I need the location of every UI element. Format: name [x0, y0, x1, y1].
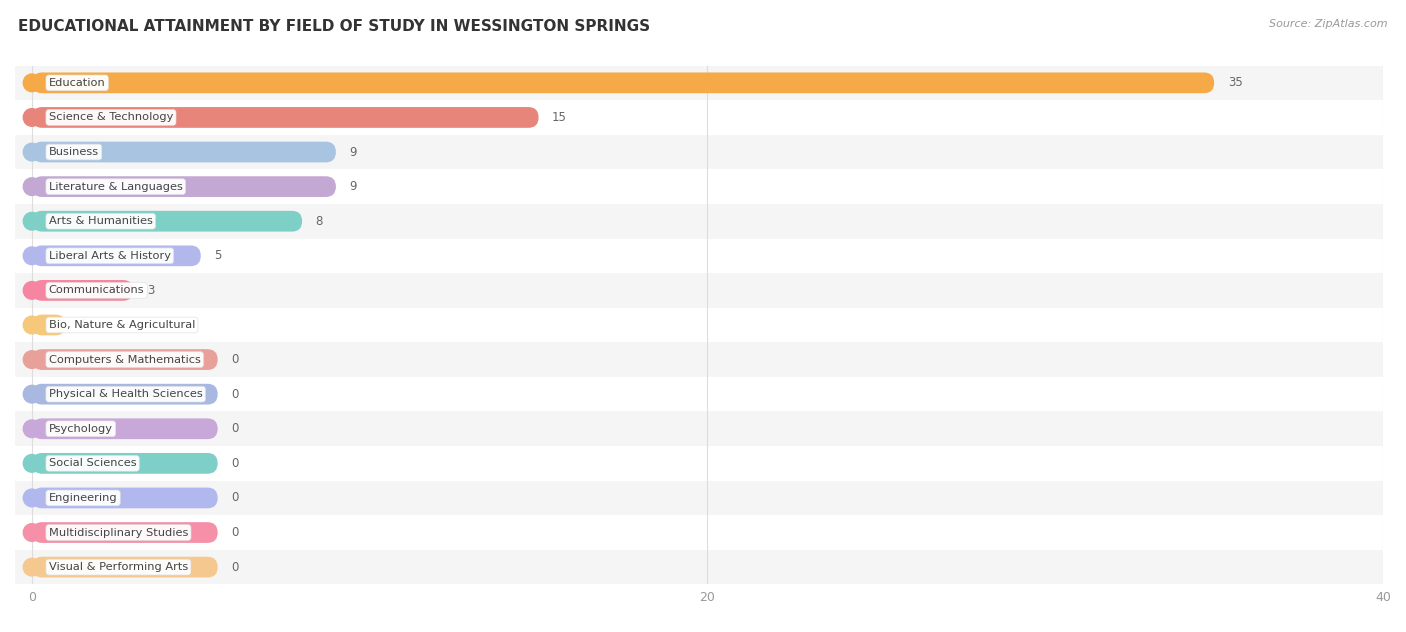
Bar — [15, 66, 1384, 100]
Text: Social Sciences: Social Sciences — [49, 458, 136, 468]
Circle shape — [24, 282, 41, 299]
Text: Engineering: Engineering — [49, 493, 118, 503]
Text: Source: ZipAtlas.com: Source: ZipAtlas.com — [1270, 19, 1388, 29]
Bar — [15, 446, 1384, 481]
Circle shape — [24, 558, 41, 576]
Text: 9: 9 — [350, 180, 357, 193]
Text: Liberal Arts & History: Liberal Arts & History — [49, 251, 170, 261]
Circle shape — [24, 316, 41, 334]
Text: 0: 0 — [231, 457, 239, 470]
Circle shape — [24, 212, 41, 230]
Text: Bio, Nature & Agricultural: Bio, Nature & Agricultural — [49, 320, 195, 330]
Text: Education: Education — [49, 78, 105, 88]
Bar — [15, 515, 1384, 550]
Text: EDUCATIONAL ATTAINMENT BY FIELD OF STUDY IN WESSINGTON SPRINGS: EDUCATIONAL ATTAINMENT BY FIELD OF STUDY… — [18, 19, 651, 34]
Text: Arts & Humanities: Arts & Humanities — [49, 216, 153, 226]
Bar — [15, 411, 1384, 446]
Text: Psychology: Psychology — [49, 424, 112, 434]
Bar — [15, 273, 1384, 308]
Circle shape — [24, 247, 41, 265]
Text: 1: 1 — [79, 319, 87, 332]
FancyBboxPatch shape — [32, 245, 201, 266]
Text: 35: 35 — [1227, 76, 1243, 89]
Bar — [15, 550, 1384, 585]
Text: 0: 0 — [231, 526, 239, 539]
Text: 3: 3 — [146, 284, 155, 297]
Bar — [15, 481, 1384, 515]
FancyBboxPatch shape — [32, 107, 538, 128]
Bar — [15, 169, 1384, 204]
Text: Physical & Health Sciences: Physical & Health Sciences — [49, 389, 202, 399]
Text: 0: 0 — [231, 422, 239, 435]
Bar — [15, 100, 1384, 135]
Circle shape — [24, 524, 41, 542]
Text: 9: 9 — [350, 145, 357, 159]
Text: Visual & Performing Arts: Visual & Performing Arts — [49, 562, 188, 572]
Text: Communications: Communications — [49, 286, 145, 295]
FancyBboxPatch shape — [32, 315, 66, 336]
Circle shape — [24, 178, 41, 195]
FancyBboxPatch shape — [32, 557, 218, 578]
FancyBboxPatch shape — [32, 522, 218, 543]
FancyBboxPatch shape — [32, 349, 218, 370]
Bar — [15, 377, 1384, 411]
FancyBboxPatch shape — [32, 487, 218, 508]
Circle shape — [24, 489, 41, 507]
Text: Multidisciplinary Studies: Multidisciplinary Studies — [49, 528, 188, 538]
Bar — [15, 343, 1384, 377]
Circle shape — [24, 351, 41, 368]
Text: 15: 15 — [553, 111, 567, 124]
FancyBboxPatch shape — [32, 142, 336, 162]
Text: Business: Business — [49, 147, 98, 157]
Text: 8: 8 — [315, 215, 323, 228]
Text: 5: 5 — [214, 249, 222, 262]
Bar — [15, 135, 1384, 169]
Circle shape — [24, 109, 41, 126]
FancyBboxPatch shape — [32, 384, 218, 404]
Circle shape — [24, 74, 41, 92]
Circle shape — [24, 420, 41, 437]
Bar — [15, 308, 1384, 343]
Text: Literature & Languages: Literature & Languages — [49, 181, 183, 191]
FancyBboxPatch shape — [32, 453, 218, 474]
Text: 0: 0 — [231, 561, 239, 574]
Text: 0: 0 — [231, 387, 239, 401]
Circle shape — [24, 386, 41, 403]
Text: 0: 0 — [231, 492, 239, 504]
Bar — [15, 204, 1384, 238]
Bar — [15, 238, 1384, 273]
FancyBboxPatch shape — [32, 280, 134, 301]
Text: Computers & Mathematics: Computers & Mathematics — [49, 355, 201, 365]
FancyBboxPatch shape — [32, 211, 302, 231]
Circle shape — [24, 143, 41, 161]
FancyBboxPatch shape — [32, 418, 218, 439]
Text: Science & Technology: Science & Technology — [49, 112, 173, 123]
Circle shape — [24, 454, 41, 472]
FancyBboxPatch shape — [32, 73, 1215, 94]
FancyBboxPatch shape — [32, 176, 336, 197]
Text: 0: 0 — [231, 353, 239, 366]
